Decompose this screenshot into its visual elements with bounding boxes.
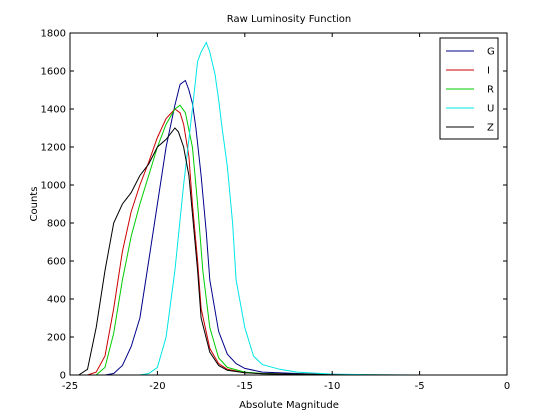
legend-label: Z <box>487 123 494 134</box>
y-tick-label: 1400 <box>41 105 66 116</box>
x-tick-label: -20 <box>149 381 165 392</box>
legend-label: I <box>487 66 490 77</box>
series-line-u <box>139 41 420 376</box>
x-tick-label: -5 <box>415 381 425 392</box>
y-tick-label: 200 <box>47 333 66 344</box>
legend-label: G <box>487 47 495 58</box>
y-tick-label: 600 <box>47 257 66 268</box>
chart-title: Raw Luminosity Function <box>227 14 351 25</box>
plot-frame <box>69 32 508 376</box>
series-layer <box>78 41 420 376</box>
y-tick-label: 800 <box>47 219 66 230</box>
x-tick-label: -10 <box>324 381 340 392</box>
y-tick-label: 1600 <box>41 67 66 78</box>
y-tick-label: 1800 <box>41 29 66 40</box>
y-tick-label: 1200 <box>41 143 66 154</box>
legend-label: U <box>487 104 494 115</box>
axes-layer: -25 -20 -15 -10 -5 0 0 200 400 600 800 1000 1200 1400… <box>41 29 511 393</box>
series-line-z <box>78 127 350 376</box>
x-tick-label: 0 <box>504 381 510 392</box>
y-tick-label: 400 <box>47 295 66 306</box>
x-tick-label: -15 <box>237 381 253 392</box>
x-tick-label: -25 <box>62 381 78 392</box>
series-line-g <box>104 79 368 376</box>
x-axis-label: Absolute Magnitude <box>239 400 339 411</box>
y-axis-label: Counts <box>29 187 40 222</box>
y-tick-label: 1000 <box>41 181 66 192</box>
y-tick-label: 0 <box>60 371 66 382</box>
legend-label: R <box>487 85 494 96</box>
